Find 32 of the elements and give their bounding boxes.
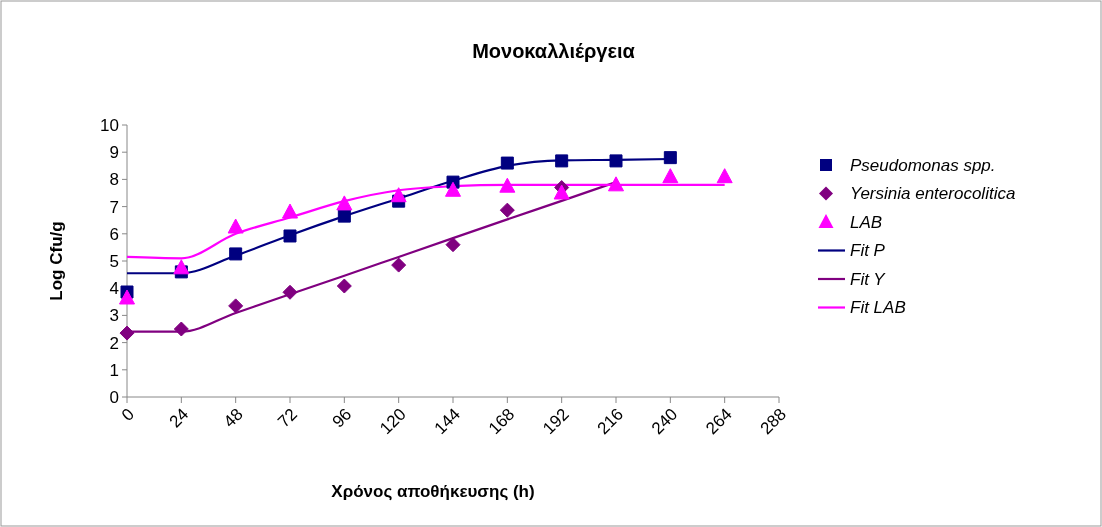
x-tick-label: 96 [328,404,356,432]
x-tick-label: 264 [702,404,736,439]
x-tick-label: 216 [593,404,628,439]
legend-label: Fit LAB [850,298,906,318]
chart-title: Μονοκαλλιέργεια [472,40,636,62]
legend-label: LAB [850,212,883,232]
y-tick-label: 0 [109,387,119,407]
y-tick-label: 5 [109,251,119,271]
x-tick-label: 192 [539,404,573,439]
legend-label: Pseudomonas spp. [850,155,996,175]
legend-label: Yersinia enterocolitica [850,184,1016,204]
y-tick-label: 9 [109,143,119,163]
x-tick-label: 288 [756,404,791,439]
y-tick-label: 4 [109,279,119,299]
x-tick-label: 168 [484,404,519,439]
y-tick-label: 2 [109,333,119,353]
y-tick-label: 6 [109,224,119,244]
x-axis-title: Χρόνος αποθήκευσης (h) [331,482,535,501]
x-tick-label: 120 [376,404,410,439]
y-tick-label: 7 [109,197,119,217]
y-tick-label: 3 [109,306,119,326]
legend-label: Fit Y [850,269,887,289]
x-tick-label: 144 [430,404,465,439]
x-tick-label: 72 [274,404,302,432]
y-axis-title: Log Cfu/g [47,221,66,301]
y-tick-label: 8 [109,170,119,190]
y-tick-label: 10 [100,115,119,135]
x-tick-label: 240 [647,404,682,439]
y-tick-label: 1 [109,360,119,380]
legend-label: Fit P [850,241,886,261]
x-tick-label: 48 [219,404,247,432]
x-tick-label: 24 [165,404,193,432]
